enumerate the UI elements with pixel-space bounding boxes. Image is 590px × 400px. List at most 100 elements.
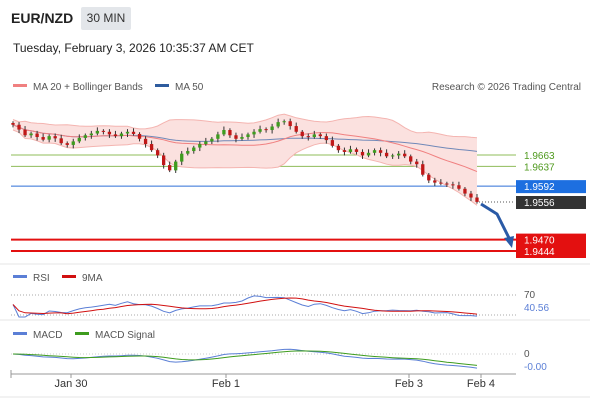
rsi-ma-legend-swatch bbox=[62, 275, 76, 278]
candle-body bbox=[180, 153, 184, 162]
rsi-line bbox=[12, 295, 478, 318]
candle-body bbox=[137, 133, 142, 139]
candle-body bbox=[71, 141, 75, 145]
candle-body bbox=[228, 130, 232, 136]
price-label-resistance: 1.9663 bbox=[524, 151, 555, 162]
candle-body bbox=[59, 138, 63, 144]
candle-body bbox=[210, 138, 214, 142]
candle-body bbox=[403, 153, 407, 157]
candles bbox=[11, 118, 479, 204]
rsi-legend-swatch bbox=[13, 275, 27, 278]
candle-body bbox=[288, 121, 292, 127]
candle-body bbox=[270, 126, 274, 131]
macd-signal-legend-swatch bbox=[75, 332, 89, 335]
candle-body bbox=[433, 180, 437, 183]
candle-body bbox=[252, 131, 256, 135]
price-label-support: 1.9444 bbox=[524, 247, 555, 258]
candle-body bbox=[77, 137, 81, 142]
candle-body bbox=[469, 193, 473, 198]
candle-body bbox=[53, 136, 57, 139]
candle-body bbox=[445, 183, 449, 185]
candle-body bbox=[222, 130, 226, 135]
bollinger-band-fill bbox=[13, 114, 477, 206]
candle-body bbox=[390, 155, 395, 157]
candle-body bbox=[276, 122, 280, 127]
candle-body bbox=[89, 133, 93, 136]
candle-body bbox=[439, 182, 443, 184]
candle-body bbox=[161, 155, 166, 166]
candle-body bbox=[258, 129, 262, 132]
candle-body bbox=[119, 133, 124, 137]
candle-body bbox=[384, 152, 389, 157]
candle-body bbox=[131, 131, 136, 134]
candle-body bbox=[312, 134, 316, 138]
bollinger-lower-line bbox=[12, 129, 478, 206]
candle-body bbox=[330, 140, 335, 146]
rsi-70-label: 70 bbox=[524, 290, 536, 301]
candle-body bbox=[107, 131, 112, 135]
candle-body bbox=[174, 161, 178, 171]
candle-body bbox=[198, 144, 202, 148]
candle-body bbox=[318, 134, 322, 137]
x-tick-label: Jan 30 bbox=[54, 378, 87, 390]
candle-body bbox=[246, 134, 250, 138]
candle-body bbox=[149, 144, 154, 151]
candle-body bbox=[101, 130, 106, 132]
candle-body bbox=[35, 133, 39, 138]
ma50-legend-label: MA 50 bbox=[175, 82, 204, 93]
candle-body bbox=[47, 136, 51, 140]
candle-body bbox=[125, 131, 130, 134]
pair-title: EUR/NZD bbox=[11, 10, 74, 26]
candle-body bbox=[300, 131, 304, 137]
x-tick-label: Feb 3 bbox=[395, 378, 423, 390]
candle-body bbox=[409, 156, 413, 162]
candle-body bbox=[240, 137, 244, 139]
candle-body bbox=[155, 150, 160, 156]
ma20-legend-swatch bbox=[13, 84, 27, 87]
rsi-legend-label: RSI bbox=[33, 273, 50, 284]
x-tick-label: Feb 4 bbox=[467, 378, 495, 390]
macd-legend-swatch bbox=[13, 332, 27, 335]
candle-body bbox=[342, 150, 347, 152]
ma50-legend-swatch bbox=[155, 84, 169, 87]
macd-zero-label: 0 bbox=[524, 349, 530, 360]
x-tick-label: Feb 1 bbox=[212, 378, 240, 390]
price-tag-last bbox=[516, 196, 586, 209]
macd-signal-legend-label: MACD Signal bbox=[95, 330, 155, 341]
candle-body bbox=[17, 124, 21, 130]
timeframe-button[interactable]: 30 MIN bbox=[81, 7, 131, 30]
candle-body bbox=[234, 135, 238, 139]
candle-body bbox=[475, 197, 479, 202]
candle-body bbox=[427, 174, 431, 181]
rsi-ma-line bbox=[12, 297, 478, 315]
candle-body bbox=[366, 152, 371, 156]
copyright-text: Research © 2026 Trading Central bbox=[432, 82, 581, 93]
candle-body bbox=[29, 133, 33, 136]
candle-body bbox=[143, 138, 148, 145]
macd-signal-line bbox=[12, 350, 478, 366]
price-label-last: 1.9556 bbox=[524, 198, 555, 209]
candle-body bbox=[95, 130, 100, 134]
candle-body bbox=[41, 137, 45, 140]
candle-body bbox=[282, 121, 286, 123]
candle-body bbox=[192, 147, 196, 152]
rsi-value-label: 40.56 bbox=[524, 303, 549, 314]
candle-body bbox=[264, 129, 268, 131]
candle-body bbox=[168, 165, 172, 171]
candle-body bbox=[113, 134, 118, 137]
macd-value-label: -0.00 bbox=[524, 362, 547, 373]
candle-body bbox=[204, 141, 208, 145]
candle-body bbox=[415, 161, 419, 165]
candle-body bbox=[186, 151, 190, 154]
price-label-support: 1.9470 bbox=[524, 236, 555, 247]
candle-body bbox=[378, 150, 383, 153]
x-axis-ticks bbox=[10, 370, 482, 378]
candle-body bbox=[451, 184, 455, 186]
candle-body bbox=[457, 185, 461, 189]
candle-body bbox=[83, 135, 87, 138]
forecast-arrow bbox=[480, 202, 514, 248]
candle-body bbox=[336, 145, 341, 151]
ma20-line bbox=[12, 124, 478, 173]
candle-body bbox=[324, 136, 329, 141]
